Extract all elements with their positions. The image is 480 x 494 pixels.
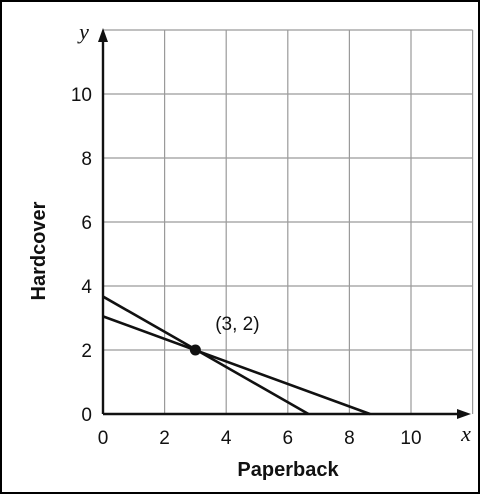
intersection-point: [189, 344, 201, 356]
y-axis-title: Hardcover: [28, 201, 50, 300]
y-axis-variable: y: [77, 19, 89, 44]
y-tick-label: 6: [81, 213, 92, 234]
y-tick-label: 8: [81, 149, 92, 170]
grid: [103, 29, 474, 414]
x-axis-title: Paperback: [237, 459, 339, 481]
points: [189, 344, 201, 356]
series-lines: [102, 295, 371, 416]
x-tick-label: 10: [400, 428, 421, 449]
y-tick-label: 4: [81, 277, 92, 298]
x-tick-label: 8: [344, 428, 355, 449]
y-tick-label: 10: [71, 85, 92, 106]
y-tick-label: 0: [81, 405, 92, 426]
intersection-point-label: (3, 2): [215, 314, 259, 335]
x-axis-arrow: [457, 409, 471, 419]
x-tick-label: 0: [98, 428, 109, 449]
labels: y x Paperback Hardcover 0 2 4 6 8 10 0 2 4 6 8 10 (3…: [28, 19, 471, 481]
axes: [98, 28, 471, 419]
series-line-2: [102, 315, 371, 416]
y-tick-label: 2: [81, 341, 92, 362]
y-axis-arrow: [98, 28, 108, 42]
x-tick-label: 4: [221, 428, 232, 449]
x-axis-variable: x: [460, 421, 471, 446]
x-tick-label: 6: [283, 428, 294, 449]
x-tick-label: 2: [159, 428, 170, 449]
